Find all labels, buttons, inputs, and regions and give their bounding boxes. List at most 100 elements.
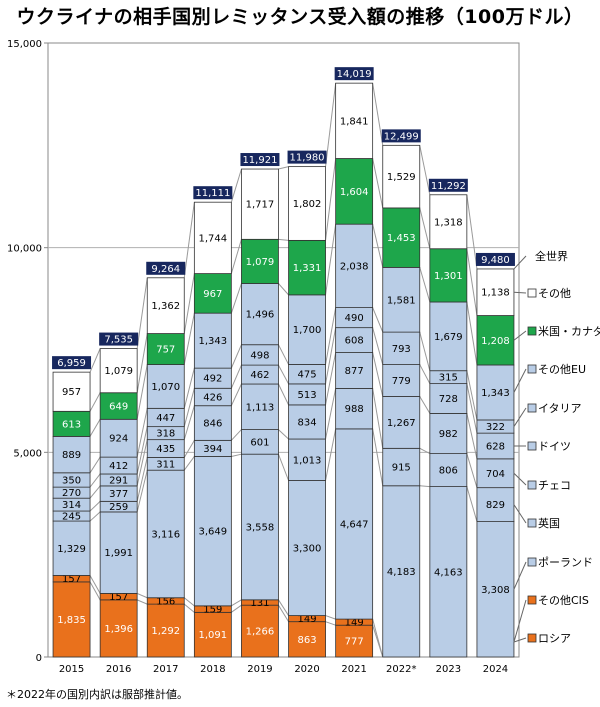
total-label-box bbox=[240, 153, 280, 167]
total-label-box bbox=[287, 150, 327, 164]
connector-line bbox=[372, 158, 384, 209]
bar-segment-uk bbox=[476, 487, 515, 522]
connector-line bbox=[325, 158, 337, 241]
data-label-italy: 498 bbox=[250, 350, 269, 361]
data-label-russia: 863 bbox=[298, 635, 317, 646]
connector-line bbox=[325, 428, 337, 481]
bar-segment-other bbox=[193, 201, 232, 274]
bar-segment-russia bbox=[288, 621, 326, 658]
data-label-italy: 315 bbox=[439, 373, 458, 384]
bar-segment-uk bbox=[241, 429, 279, 455]
x-tick-label: 2024 bbox=[483, 664, 508, 675]
connector-line bbox=[231, 604, 242, 613]
bar-segment-czech bbox=[429, 413, 468, 455]
connector-line bbox=[372, 428, 384, 486]
total-label: 14,019 bbox=[337, 69, 372, 80]
data-label-czech: 834 bbox=[298, 417, 317, 428]
connector-line bbox=[230, 283, 242, 314]
connector-line bbox=[325, 621, 336, 626]
data-label-germany: 270 bbox=[62, 488, 81, 499]
total-label: 6,959 bbox=[57, 358, 86, 369]
data-label-cis: 157 bbox=[109, 592, 128, 603]
y-tick-label: 0 bbox=[36, 653, 42, 664]
data-label-other: 1,841 bbox=[340, 116, 369, 127]
legend-label: その他 bbox=[538, 287, 571, 300]
connector-line bbox=[278, 604, 289, 622]
data-label-russia: 1,266 bbox=[246, 627, 275, 638]
legend-swatch-othereu bbox=[527, 364, 537, 374]
data-label-germany: 426 bbox=[203, 392, 222, 403]
data-label-cis: 149 bbox=[345, 618, 364, 629]
total-label-box bbox=[146, 261, 186, 275]
data-label-othereu: 1,343 bbox=[481, 388, 510, 399]
data-label-usca: 1,079 bbox=[246, 257, 275, 268]
data-label-russia: 1,835 bbox=[57, 615, 86, 626]
connector-line bbox=[183, 313, 195, 365]
x-tick-label: 2019 bbox=[247, 664, 272, 675]
connector-line bbox=[183, 405, 195, 440]
connector-line bbox=[372, 327, 384, 365]
connector-line bbox=[419, 145, 431, 195]
bar-segment-other bbox=[241, 168, 279, 240]
connector-line bbox=[136, 592, 148, 599]
data-label-germany: 608 bbox=[345, 336, 364, 347]
bar-segment-germany bbox=[382, 364, 421, 397]
data-label-othereu: 924 bbox=[109, 434, 128, 445]
data-label-italy: 475 bbox=[298, 370, 317, 381]
bar-segment-other bbox=[52, 371, 91, 412]
bar-segment-other bbox=[288, 166, 326, 241]
connector-line bbox=[278, 599, 289, 616]
legend-label: イタリア bbox=[538, 402, 582, 415]
data-label-russia: 777 bbox=[345, 637, 364, 648]
data-label-poland: 3,558 bbox=[246, 522, 275, 533]
data-label-italy: 490 bbox=[345, 313, 364, 324]
y-tick-label: 15,000 bbox=[7, 39, 42, 50]
legend-label: その他EU bbox=[538, 363, 586, 376]
connector-line bbox=[419, 396, 431, 414]
data-label-czech: 1,113 bbox=[246, 402, 275, 413]
legend-swatch-germany bbox=[527, 441, 537, 451]
connector-line bbox=[419, 207, 431, 249]
data-label-poland: 3,116 bbox=[151, 529, 180, 540]
connector-line bbox=[419, 364, 431, 384]
bar-segment-italy bbox=[382, 331, 421, 365]
data-label-poland: 3,300 bbox=[293, 544, 322, 555]
data-label-czech: 1,267 bbox=[387, 418, 416, 429]
data-label-usca: 1,208 bbox=[481, 336, 510, 347]
bar-segment-poland bbox=[288, 480, 326, 616]
data-label-cis: 149 bbox=[298, 614, 317, 625]
data-label-othereu: 1,581 bbox=[387, 295, 416, 306]
data-label-cis: 157 bbox=[62, 574, 81, 585]
data-label-other: 1,079 bbox=[104, 366, 133, 377]
data-label-germany: 728 bbox=[439, 394, 458, 405]
bar-segment-othereu bbox=[193, 312, 232, 369]
bar-segment-other bbox=[146, 277, 185, 334]
legend-leader-line bbox=[513, 472, 527, 486]
bar-segment-poland bbox=[335, 428, 374, 620]
bar-segment-othereu bbox=[146, 364, 185, 409]
connector-line bbox=[89, 575, 101, 594]
connector-line bbox=[466, 453, 478, 488]
connector-line bbox=[278, 238, 289, 241]
connector-line bbox=[183, 597, 195, 607]
data-label-russia: 1,091 bbox=[199, 630, 228, 641]
legend-label: チェコ bbox=[538, 479, 571, 492]
data-label-uk: 311 bbox=[156, 459, 175, 470]
connector-line bbox=[325, 307, 337, 365]
connector-line bbox=[278, 283, 289, 296]
connector-line bbox=[372, 388, 384, 449]
data-label-usca: 1,453 bbox=[387, 233, 416, 244]
connector-line bbox=[136, 599, 148, 605]
bar-segment-othereu bbox=[288, 294, 326, 365]
legend-leader-line bbox=[513, 599, 527, 643]
connector-line bbox=[278, 429, 289, 440]
bar-segment-germany bbox=[476, 432, 515, 460]
total-label: 11,111 bbox=[195, 188, 230, 199]
connector-line bbox=[183, 440, 195, 458]
connector-line bbox=[231, 599, 242, 607]
bar-segment-usca bbox=[52, 410, 91, 437]
data-label-other: 1,529 bbox=[387, 172, 416, 183]
data-label-othereu: 1,496 bbox=[246, 310, 275, 321]
bar-segment-uk bbox=[335, 388, 374, 430]
bar-segment-usca bbox=[288, 239, 326, 296]
